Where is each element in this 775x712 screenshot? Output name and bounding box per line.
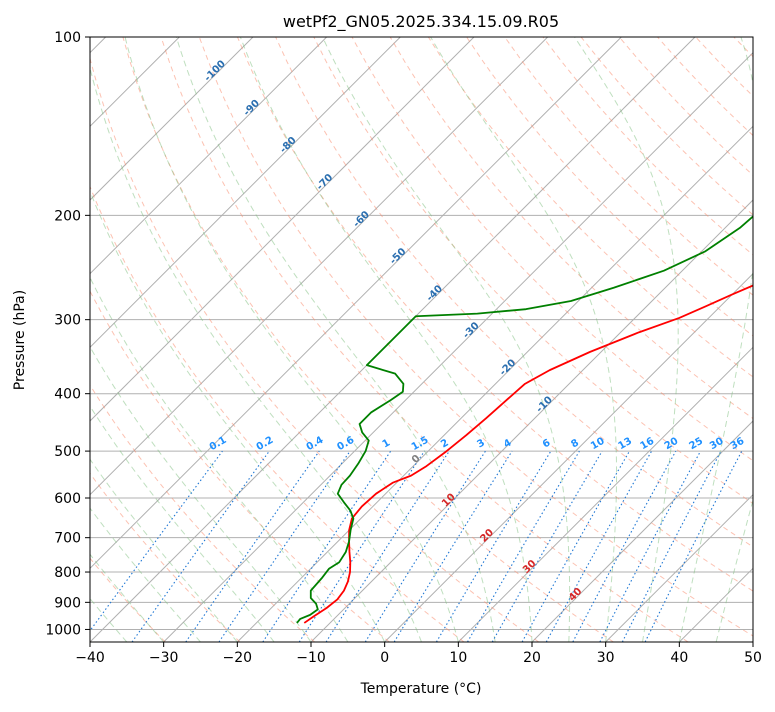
mixing-ratio-label: 2 bbox=[439, 437, 451, 450]
dry-adiabat bbox=[90, 56, 540, 642]
y-tick-label: 700 bbox=[54, 531, 81, 547]
isotherm-line bbox=[90, 37, 401, 349]
mixing-ratio-line bbox=[393, 450, 513, 642]
mixing-ratio-line bbox=[262, 450, 392, 642]
moist-adiabat bbox=[90, 66, 422, 642]
mixing-ratio-line bbox=[521, 450, 630, 642]
y-tick-label: 1000 bbox=[45, 622, 81, 638]
moist-adiabat bbox=[90, 345, 312, 642]
moist-adiabat bbox=[175, 37, 496, 642]
dry-adiabat bbox=[90, 472, 241, 642]
y-tick-label: 100 bbox=[54, 30, 81, 46]
y-axis-label: Pressure (hPa) bbox=[12, 290, 28, 390]
mixing-ratio-line bbox=[131, 450, 270, 642]
isotherm-line bbox=[90, 37, 328, 275]
mixing-ratio-label: 8 bbox=[569, 437, 581, 450]
temperature-line bbox=[303, 284, 753, 624]
y-tick-label: 400 bbox=[54, 387, 81, 403]
isotherm-line bbox=[236, 125, 753, 642]
isotherm-line bbox=[163, 51, 753, 642]
x-tick-label: −20 bbox=[223, 650, 253, 666]
y-tick-label: 200 bbox=[54, 208, 81, 224]
mixing-ratio-label: 3 bbox=[475, 437, 487, 450]
mixing-ratio-line bbox=[545, 450, 653, 642]
isotherm-line bbox=[90, 37, 475, 422]
mixing-ratio-label: 6 bbox=[541, 437, 553, 450]
x-tick-label: −10 bbox=[296, 650, 326, 666]
mixing-ratio-line bbox=[572, 450, 677, 642]
moist-adiabat bbox=[90, 189, 386, 642]
dry-adiabat bbox=[122, 37, 614, 642]
x-tick-label: 10 bbox=[449, 650, 467, 666]
dry-adiabat bbox=[160, 37, 689, 642]
dry-adiabat bbox=[90, 185, 465, 642]
isotherm-line bbox=[310, 199, 753, 642]
moist-adiabat bbox=[90, 458, 238, 642]
x-axis-label: Temperature (°C) bbox=[360, 681, 482, 697]
dry-adiabat bbox=[90, 384, 315, 642]
x-tick-label: 0 bbox=[380, 650, 389, 666]
y-tick-label: 500 bbox=[54, 444, 81, 460]
x-tick-label: −40 bbox=[75, 650, 105, 666]
isotherm-line bbox=[531, 420, 753, 642]
isotherm-line bbox=[384, 272, 753, 642]
mixing-ratio-line bbox=[644, 450, 743, 642]
isotherm-line bbox=[90, 37, 549, 496]
dry-adiabat bbox=[198, 37, 753, 637]
x-tick-label: −30 bbox=[149, 650, 179, 666]
mixing-ratio-label: 1 bbox=[381, 437, 393, 450]
dry-adiabat bbox=[275, 37, 753, 548]
y-tick-label: 600 bbox=[54, 491, 81, 507]
dry-adiabat bbox=[466, 37, 753, 337]
moist-adiabat bbox=[322, 37, 571, 642]
y-tick-label: 900 bbox=[54, 595, 81, 611]
x-tick-label: 30 bbox=[597, 650, 615, 666]
isotherm-line bbox=[90, 37, 254, 201]
y-tick-label: 800 bbox=[54, 565, 81, 581]
isotherm-line bbox=[90, 37, 622, 570]
mixing-ratio-line bbox=[90, 450, 223, 632]
mixing-ratio-line bbox=[185, 450, 320, 642]
dewpoint-line bbox=[296, 215, 753, 624]
isotherm-line bbox=[457, 346, 753, 642]
mixing-ratio-line bbox=[218, 450, 351, 642]
chart-title: wetPf2_GN05.2025.334.15.09.R05 bbox=[283, 12, 559, 32]
moist-adiabat bbox=[678, 37, 753, 642]
dry-adiabat bbox=[351, 37, 753, 462]
mixing-ratio-label: 4 bbox=[502, 437, 514, 450]
plot-frame bbox=[89, 36, 754, 643]
profile-lines bbox=[296, 215, 753, 624]
moist-adiabat bbox=[239, 37, 533, 642]
isotherm-line bbox=[605, 493, 753, 642]
mixing-ratio-line bbox=[325, 450, 450, 642]
moist-adiabat bbox=[90, 507, 201, 642]
x-tick-label: 50 bbox=[744, 650, 762, 666]
dry-adiabat bbox=[389, 37, 753, 420]
dry-adiabat bbox=[237, 37, 753, 592]
background-lines bbox=[90, 37, 753, 642]
x-tick-label: 20 bbox=[523, 650, 541, 666]
y-tick-label: 300 bbox=[54, 313, 81, 329]
x-tick-label: 40 bbox=[670, 650, 688, 666]
moist-adiabat bbox=[90, 276, 349, 642]
moist-adiabat bbox=[90, 405, 275, 642]
moist-adiabat bbox=[90, 597, 128, 642]
axes: −40 −30 −20 −10 0 10 20 30 40 50 100 200 300 400 500 60… bbox=[45, 30, 762, 666]
dry-adiabat bbox=[313, 37, 753, 505]
moist-adiabat bbox=[430, 37, 618, 642]
dry-adiabat bbox=[90, 290, 390, 642]
moist-adiabat bbox=[715, 498, 753, 642]
moist-adiabat bbox=[90, 553, 165, 642]
dry-adiabat bbox=[504, 37, 753, 296]
dry-adiabat bbox=[90, 557, 166, 642]
moist-adiabat bbox=[574, 37, 679, 642]
